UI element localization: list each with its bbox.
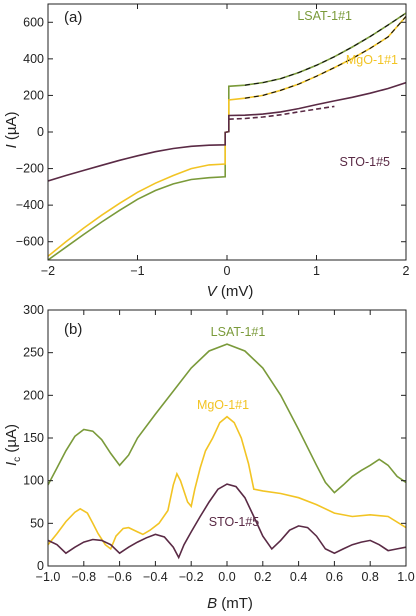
panel-b-series-line-1 — [48, 415, 406, 551]
panel-a-x-tick-label-3: 1 — [313, 264, 320, 278]
panel-a-axes: −2 −1 0 1 2 −600 −400 −200 0 200 400 600 — [16, 3, 410, 278]
panel-a-y-title-unit: (µA) — [3, 112, 20, 145]
panel-b-axes: −1.0 −0.8 −0.6 −0.4 −0.2 0.0 0.2 0.4 0.6 0.8 1.0 0 5… — [23, 303, 415, 584]
panel-b-y-title-sub: c — [12, 457, 23, 462]
panel-b-x-title-unit: (mT) — [217, 595, 253, 612]
panel-a-y-tick-label-6: 600 — [23, 15, 44, 29]
panel-b-y-tick-label-1: 50 — [30, 516, 44, 530]
panel-b-y-tick-label-3: 150 — [23, 431, 44, 445]
panel-b-x-tick-label-9: 0.8 — [362, 570, 379, 584]
panel-b-x-tick-label-2: −0.6 — [107, 570, 132, 584]
panel-a-y-tick-label-1: −400 — [16, 198, 44, 212]
panel-a-series — [48, 12, 406, 260]
panel-a-series-line-2 — [48, 81, 406, 182]
panel-a-y-tick-label-2: −200 — [16, 162, 44, 176]
panel-b-x-title-var: B — [207, 595, 217, 612]
panel-a-x-title-unit: (mV) — [217, 283, 254, 300]
panel-b-x-tick-label-0: −1.0 — [36, 570, 61, 584]
panel-b-label-lsat: LSAT-1#1 — [211, 325, 266, 339]
panel-b-series — [48, 343, 406, 560]
panel-b-x-tick-label-8: 0.6 — [326, 570, 343, 584]
panel-a-fit-line-1 — [244, 16, 406, 99]
panel-b-y-axis-title: Ic (µA) — [3, 424, 23, 466]
panel-b-y-title-unit: (µA) — [3, 424, 20, 457]
panel-b-tag: (b) — [64, 321, 82, 338]
panel-b-label-mgo: MgO-1#1 — [197, 398, 249, 412]
panel-a-label-mgo: MgO-1#1 — [346, 53, 398, 67]
panel-b-x-tick-label-6: 0.2 — [254, 570, 271, 584]
panel-a-x-tick-label-1: −1 — [130, 264, 144, 278]
panel-b-y-tick-label-5: 250 — [23, 346, 44, 360]
panel-a-label-sto: STO-1#5 — [340, 155, 391, 169]
panel-a-y-tick-label-4: 200 — [23, 88, 44, 102]
panel-b-x-tick-label-10: 1.0 — [397, 570, 414, 584]
panel-a-y-tick-label-0: −600 — [16, 235, 44, 249]
panel-b-x-tick-label-3: −0.4 — [143, 570, 168, 584]
panel-b-x-tick-label-1: −0.8 — [71, 570, 96, 584]
panel-a-y-tick-label-3: 0 — [37, 125, 44, 139]
panel-b-x-tick-label-5: 0.0 — [218, 570, 235, 584]
panel-a-y-axis-title: I (µA) — [3, 112, 20, 149]
panel-a-x-axis-title: V (mV) — [207, 283, 254, 300]
panel-b-y-title-var: I — [3, 462, 20, 466]
panel-a-x-tick-label-0: −2 — [41, 264, 55, 278]
panel-b-y-tick-label-6: 300 — [23, 303, 44, 317]
panel-a-y-tick-label-5: 400 — [23, 52, 44, 66]
panel-b-series-line-2 — [48, 483, 406, 560]
panel-b-x-tick-label-4: −0.2 — [179, 570, 204, 584]
panel-b-x-axis-title: B (mT) — [207, 595, 253, 612]
panel-a-iv-curves: −2 −1 0 1 2 −600 −400 −200 0 200 400 600 (a) LSAT-1… — [3, 3, 410, 300]
panel-a-x-tick-label-4: 2 — [403, 264, 410, 278]
panel-b-y-tick-label-4: 200 — [23, 388, 44, 402]
panel-b-y-tick-label-2: 100 — [23, 474, 44, 488]
panel-b-series-line-0 — [48, 343, 406, 494]
panel-a-x-title-var: V — [207, 283, 219, 300]
panel-b-x-tick-label-7: 0.4 — [290, 570, 307, 584]
panel-a-series-line-0 — [48, 12, 406, 260]
panel-b-y-tick-label-0: 0 — [37, 559, 44, 573]
panel-a-series-line-3 — [228, 105, 335, 120]
panel-a-x-tick-label-2: 0 — [224, 264, 231, 278]
panel-a-y-title-var: I — [3, 144, 20, 148]
panel-b-label-sto: STO-1#5 — [209, 515, 260, 529]
panel-a-fit-line-0 — [244, 12, 406, 86]
panel-a-tag: (a) — [64, 9, 82, 26]
panel-a-label-lsat: LSAT-1#1 — [297, 9, 352, 23]
panel-b-critical-current: −1.0 −0.8 −0.6 −0.4 −0.2 0.0 0.2 0.4 0.6 0.8 1.0 0 5… — [3, 303, 415, 612]
